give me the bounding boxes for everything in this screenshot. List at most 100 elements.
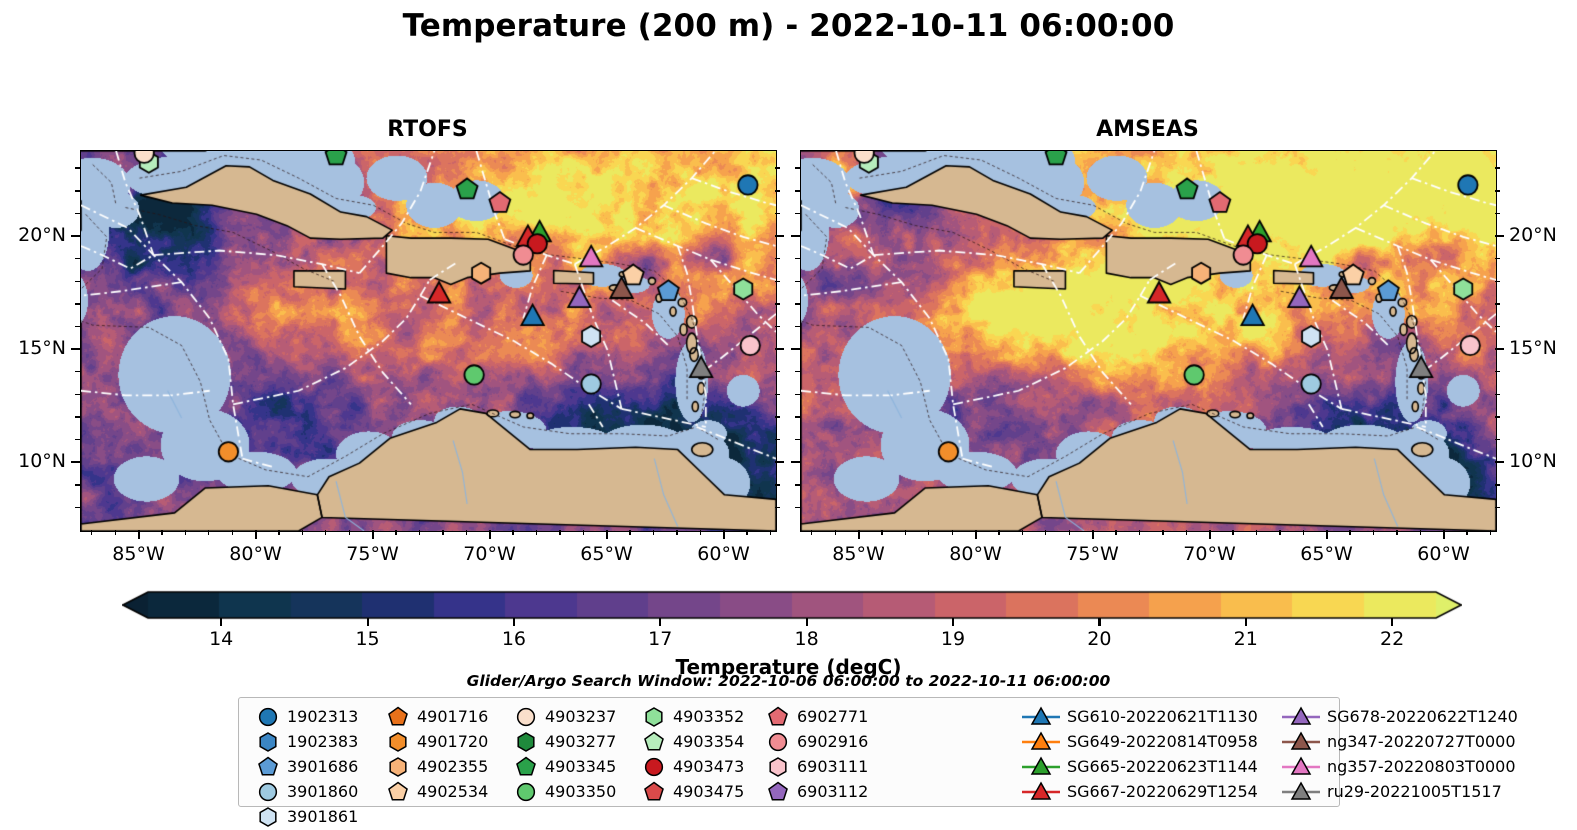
legend-item[interactable]: ng357-20220803T0000 bbox=[1279, 754, 1518, 779]
legend-item[interactable]: 4901716 bbox=[383, 704, 488, 729]
legend-item[interactable]: 4903345 bbox=[511, 754, 616, 779]
legend-item[interactable]: 4903352 bbox=[639, 704, 744, 729]
legend-glider-track-icon bbox=[1019, 754, 1063, 779]
axis-tick bbox=[769, 530, 772, 535]
colorbar-tick-label-8: 22 bbox=[1379, 628, 1405, 650]
map-panel-amseas[interactable] bbox=[800, 150, 1497, 532]
legend-column-argo-0: 1902313 1902383 3901686 3901860 3901861 bbox=[253, 704, 358, 829]
axis-tick bbox=[795, 393, 800, 396]
axis-tick bbox=[795, 484, 800, 486]
axis-tick bbox=[775, 303, 780, 305]
legend-item[interactable]: 4903350 bbox=[511, 779, 616, 804]
legend-label: 3901861 bbox=[287, 807, 359, 826]
legend-marker-hexagon-icon bbox=[639, 704, 669, 729]
legend-item[interactable]: 4903473 bbox=[639, 754, 744, 779]
marker-legend[interactable]: 1902313 1902383 3901686 3901860 3901861 49017… bbox=[238, 697, 1518, 827]
legend-marker-hexagon-icon bbox=[383, 729, 413, 754]
colorbar-tick-label-3: 17 bbox=[648, 628, 673, 650]
legend-item[interactable]: 1902313 bbox=[253, 704, 358, 729]
xtick-label-1-4: 65°W bbox=[1300, 543, 1353, 565]
colorbar-tick bbox=[805, 618, 808, 626]
map-panel-rtofs[interactable] bbox=[80, 150, 777, 532]
axis-tick bbox=[488, 530, 491, 539]
legend-item[interactable]: 6902771 bbox=[763, 704, 868, 729]
legend-marker-pentagon-icon bbox=[763, 779, 793, 804]
legend-item[interactable]: SG665-20220623T1144 bbox=[1019, 754, 1258, 779]
legend-glider-track-icon bbox=[1279, 779, 1323, 804]
legend-label: 4903237 bbox=[545, 707, 617, 726]
legend-item[interactable]: 3901686 bbox=[253, 754, 358, 779]
legend-item[interactable]: 4901720 bbox=[383, 729, 488, 754]
legend-item[interactable]: 6902916 bbox=[763, 729, 868, 754]
axis-tick bbox=[208, 530, 210, 535]
legend-item[interactable]: SG610-20220621T1130 bbox=[1019, 704, 1258, 729]
axis-tick bbox=[1495, 506, 1500, 509]
colorbar-tick-label-0: 14 bbox=[209, 628, 234, 650]
axis-tick bbox=[795, 416, 800, 418]
legend-item[interactable]: 4903354 bbox=[639, 729, 744, 754]
colorbar[interactable] bbox=[122, 588, 1462, 622]
legend-label: 4902355 bbox=[417, 757, 489, 776]
legend-column-glider-0: SG610-20220621T1130 SG649-20220814T0958 SG… bbox=[1019, 704, 1258, 804]
axis-tick bbox=[795, 303, 800, 305]
axis-tick bbox=[1442, 530, 1445, 539]
legend-item[interactable]: ng347-20220727T0000 bbox=[1279, 729, 1518, 754]
axis-tick bbox=[629, 530, 631, 535]
axis-tick bbox=[1396, 530, 1398, 535]
axis-tick bbox=[1495, 234, 1504, 238]
legend-item[interactable]: 1902383 bbox=[253, 729, 358, 754]
panel-title-amseas: AMSEAS bbox=[1096, 117, 1199, 142]
axis-tick bbox=[325, 530, 327, 535]
legend-marker-circle-icon bbox=[763, 729, 793, 754]
axis-tick bbox=[775, 325, 780, 328]
xtick-label-0-2: 75°W bbox=[346, 543, 399, 565]
legend-item[interactable]: ru29-20221005T1517 bbox=[1279, 779, 1518, 804]
legend-item[interactable]: 4903475 bbox=[639, 779, 744, 804]
legend-item[interactable]: SG649-20220814T0958 bbox=[1019, 729, 1258, 754]
axis-tick bbox=[881, 530, 883, 535]
axis-tick bbox=[795, 212, 800, 215]
legend-label: SG649-20220814T0958 bbox=[1067, 732, 1258, 751]
axis-tick bbox=[512, 530, 514, 535]
axis-tick bbox=[1302, 530, 1304, 535]
axis-tick bbox=[795, 325, 800, 328]
legend-item[interactable]: 4902534 bbox=[383, 779, 488, 804]
axis-tick bbox=[928, 530, 930, 535]
axis-tick bbox=[75, 371, 80, 373]
legend-label: 4903473 bbox=[673, 757, 745, 776]
legend-item[interactable]: SG667-20220629T1254 bbox=[1019, 779, 1258, 804]
axis-tick bbox=[1325, 530, 1328, 539]
legend-item[interactable]: 4903277 bbox=[511, 729, 616, 754]
legend-item[interactable]: 3901860 bbox=[253, 779, 358, 804]
colorbar-tick bbox=[220, 618, 223, 626]
axis-tick bbox=[1045, 530, 1047, 535]
axis-tick bbox=[75, 280, 80, 282]
axis-tick bbox=[605, 530, 608, 539]
axis-tick bbox=[1495, 461, 1504, 464]
legend-marker-circle-icon bbox=[639, 754, 669, 779]
axis-tick bbox=[775, 438, 780, 441]
axis-tick bbox=[75, 167, 80, 169]
legend-label: 4903277 bbox=[545, 732, 617, 751]
ytick-label-right-1-2: 20°N bbox=[1509, 223, 1557, 246]
legend-item[interactable]: 6903111 bbox=[763, 754, 868, 779]
legend-item[interactable]: SG678-20220622T1240 bbox=[1279, 704, 1518, 729]
legend-item[interactable]: 3901861 bbox=[253, 804, 358, 829]
legend-label: 6903111 bbox=[797, 757, 869, 776]
legend-item[interactable]: 4903237 bbox=[511, 704, 616, 729]
axis-tick bbox=[775, 280, 780, 282]
axis-tick bbox=[75, 212, 80, 215]
ytick-label-right-1-1: 15°N bbox=[1509, 337, 1557, 360]
axis-tick bbox=[1495, 371, 1500, 373]
legend-item[interactable]: 4902355 bbox=[383, 754, 488, 779]
legend-label: 6902916 bbox=[797, 732, 869, 751]
axis-tick bbox=[791, 348, 800, 351]
legend-item[interactable]: 6903112 bbox=[763, 779, 868, 804]
axis-tick bbox=[75, 257, 80, 260]
ytick-label-left-0-1: 15°N bbox=[18, 337, 66, 360]
axis-tick bbox=[775, 484, 780, 486]
axis-tick bbox=[1279, 530, 1281, 535]
axis-tick bbox=[1138, 530, 1141, 535]
axis-tick bbox=[652, 530, 655, 535]
legend-label: 4903345 bbox=[545, 757, 617, 776]
